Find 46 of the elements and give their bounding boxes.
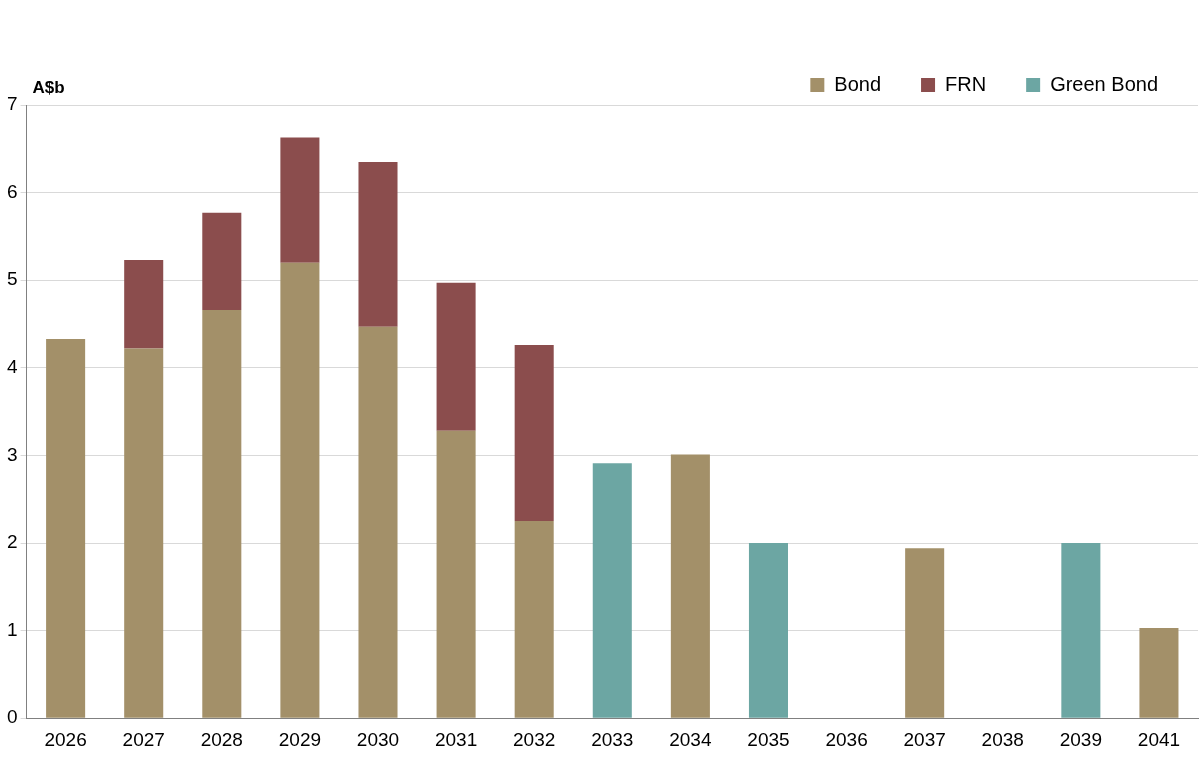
legend-label: Bond [834, 72, 882, 95]
y-tick-label: 6 [6, 180, 18, 202]
legend-label: Green Bond [1050, 72, 1159, 95]
bar [280, 137, 320, 263]
bar [358, 161, 398, 327]
bar [124, 260, 164, 349]
bar [202, 212, 242, 310]
y-tick-label: 4 [6, 356, 18, 378]
legend-label: FRN [945, 72, 987, 95]
y-tick-label: 1 [6, 618, 18, 640]
y-tick-label: 5 [6, 268, 18, 290]
y-tick-label: 3 [6, 443, 18, 465]
x-tick-label: 2032 [513, 728, 556, 750]
x-tick-label: 2033 [591, 728, 634, 750]
bar [202, 309, 242, 718]
y-tick-label: 7 [6, 93, 18, 115]
bar [124, 348, 164, 718]
x-tick-label: 2036 [825, 728, 868, 750]
bar [46, 338, 86, 718]
bar [905, 548, 945, 718]
x-tick-label: 2029 [278, 728, 322, 750]
bar [514, 521, 554, 718]
x-tick-label: 2035 [747, 728, 790, 750]
x-tick-label: 2038 [981, 728, 1024, 750]
bar [1061, 543, 1101, 718]
bar [358, 326, 398, 718]
bar [436, 430, 476, 718]
bar [436, 282, 476, 431]
x-tick-label: 2028 [200, 728, 243, 750]
bar [514, 345, 554, 522]
bar [592, 463, 632, 718]
y-tick-label: 2 [6, 531, 18, 553]
x-tick-label: 2037 [903, 728, 946, 750]
x-tick-label: 2026 [44, 728, 87, 750]
bar [670, 454, 710, 718]
bar [1139, 627, 1179, 718]
bar [280, 262, 320, 718]
y-tick-label: 0 [6, 706, 18, 728]
y-axis-title: A$b [32, 78, 65, 98]
x-tick-label: 2034 [669, 728, 712, 750]
x-tick-label: 2031 [434, 728, 478, 750]
x-tick-label: 2027 [122, 728, 165, 750]
bar [748, 543, 788, 718]
x-tick-label: 2030 [356, 728, 400, 750]
x-tick-label: 2041 [1137, 728, 1181, 750]
x-tick-label: 2039 [1059, 728, 1102, 750]
